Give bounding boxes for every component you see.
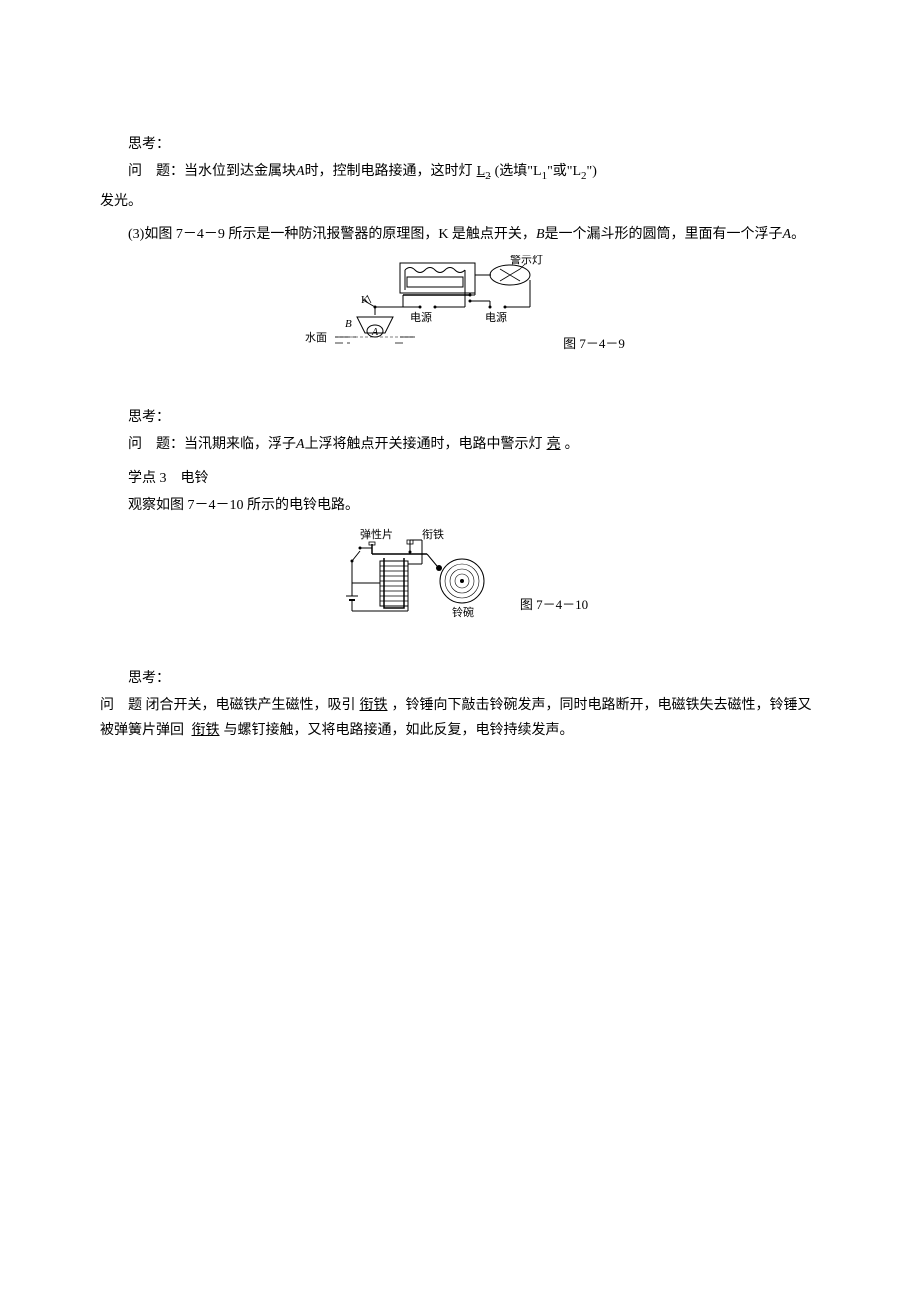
q2-text-b: A: [296, 437, 305, 452]
question-label-1: 问 题：: [128, 164, 184, 179]
q1-answer-L: L: [477, 164, 486, 179]
block-2-question: 思考： 问 题：当汛期来临，浮子A上浮将触点开关接通时，电路中警示灯亮。: [100, 405, 820, 457]
label-b-funnel: B: [345, 318, 352, 330]
question-3: 问 题 闭合开关，电磁铁产生磁性，吸引衔铁，铃锤向下敲击铃碗发声，同时电路断开，…: [100, 693, 820, 743]
figure-7-4-9-label: 图 7－4－9: [563, 332, 625, 365]
q3-text-a: 闭合开关，电磁铁产生磁性，吸引: [146, 698, 356, 713]
b2-intro-c: 是一个漏斗形的圆筒，里面: [545, 227, 713, 242]
b2-intro-b: B: [536, 227, 545, 242]
q1-text-d: (选填"L: [495, 164, 542, 179]
q2-text-a: 当汛期来临，浮子: [184, 437, 296, 452]
q1-text-b: A: [296, 164, 305, 179]
block-2-intro: (3)如图 7－4－9 所示是一种防汛报警器的原理图，K 是触点开关，B是一个漏…: [100, 222, 820, 247]
block-3: 学点 3 电铃 观察如图 7－4－10 所示的电铃电路。: [100, 466, 820, 518]
q1-answer-sub: 2: [485, 170, 491, 182]
question-1: 问 题：当水位到达金属块A时，控制电路接通，这时灯L2(选填"L1"或"L2"): [100, 159, 820, 187]
bell-circuit-diagram: 弹性片 衔铁 铃碗: [332, 526, 512, 626]
b2-intro: (3)如图 7－4－9 所示是一种防汛报警器的原理图，K 是触点开关，B是一个漏…: [100, 222, 820, 247]
b2-intro-e: 。: [791, 227, 805, 242]
label-warning-light: 警示灯: [510, 255, 543, 266]
b3-intro: 观察如图 7－4－10 所示的电铃电路。: [100, 493, 820, 518]
question-label-3: 问 题: [100, 698, 142, 713]
figure-7-4-10: 弹性片 衔铁 铃碗: [100, 526, 820, 626]
q2-answer: 亮: [543, 437, 565, 452]
block-3-question: 思考： 问 题 闭合开关，电磁铁产生磁性，吸引衔铁，铃锤向下敲击铃碗发声，同时电…: [100, 666, 820, 744]
label-water: 水面: [305, 331, 327, 344]
label-source2: 电源: [485, 310, 507, 324]
b2-intro-c2: 有一个浮子: [713, 227, 783, 242]
q3-answer2: 衔铁: [188, 723, 224, 738]
q1-text-a2: 水位到达金属块: [198, 164, 296, 179]
label-armature: 衔铁: [422, 528, 444, 541]
section-title-3: 学点 3 电铃: [100, 466, 820, 491]
think-label-3: 思考：: [100, 666, 820, 691]
q1-text-c: 时，: [305, 164, 333, 179]
block-1: 思考： 问 题：当水位到达金属块A时，控制电路接通，这时灯L2(选填"L1"或"…: [100, 132, 820, 214]
b2-intro-a: (3)如图 7－4－9 所示是一种防汛报警器的原理图，K 是触点开关，: [128, 227, 536, 242]
label-bowl: 铃碗: [452, 605, 474, 619]
b2-intro-d: A: [783, 227, 792, 242]
figure-7-4-10-label: 图 7－4－10: [520, 593, 588, 626]
q2-text-d: 。: [565, 437, 579, 452]
q1-text-g: 发光。: [100, 189, 820, 214]
think-label-2: 思考：: [100, 405, 820, 430]
question-2: 问 题：当汛期来临，浮子A上浮将触点开关接通时，电路中警示灯亮。: [100, 432, 820, 457]
question-label-2: 问 题：: [128, 437, 184, 452]
q1-text-c2: 控制电路接通，这时灯: [333, 164, 473, 179]
q1-text-a: 当: [184, 164, 198, 179]
think-label-1: 思考：: [100, 132, 820, 157]
spacer-2: [100, 634, 820, 664]
q1-text-f: "): [587, 164, 597, 179]
label-source1: 电源: [410, 310, 432, 324]
q2-text-c: 上浮将触点开关接: [305, 437, 417, 452]
label-spring: 弹性片: [360, 527, 393, 541]
q3-answer1: 衔铁: [356, 698, 392, 713]
q1-text-e: "或"L: [547, 164, 581, 179]
label-a-float: A: [371, 327, 379, 338]
think-label-3-text: 思考: [128, 671, 156, 686]
figure-7-4-9: K B A 水面 电源 电源 警示灯: [100, 255, 820, 365]
spacer-1: [100, 373, 820, 403]
circuit-diagram-7-4-9: K B A 水面 电源 电源 警示灯: [295, 255, 555, 365]
q1-answer: L2: [473, 164, 495, 179]
q3-text-c: 与螺钉接触，又将电路接通，如此反复，电铃持续发声。: [224, 723, 574, 738]
q2-text-c2: 通时，电路中警示灯: [417, 437, 543, 452]
